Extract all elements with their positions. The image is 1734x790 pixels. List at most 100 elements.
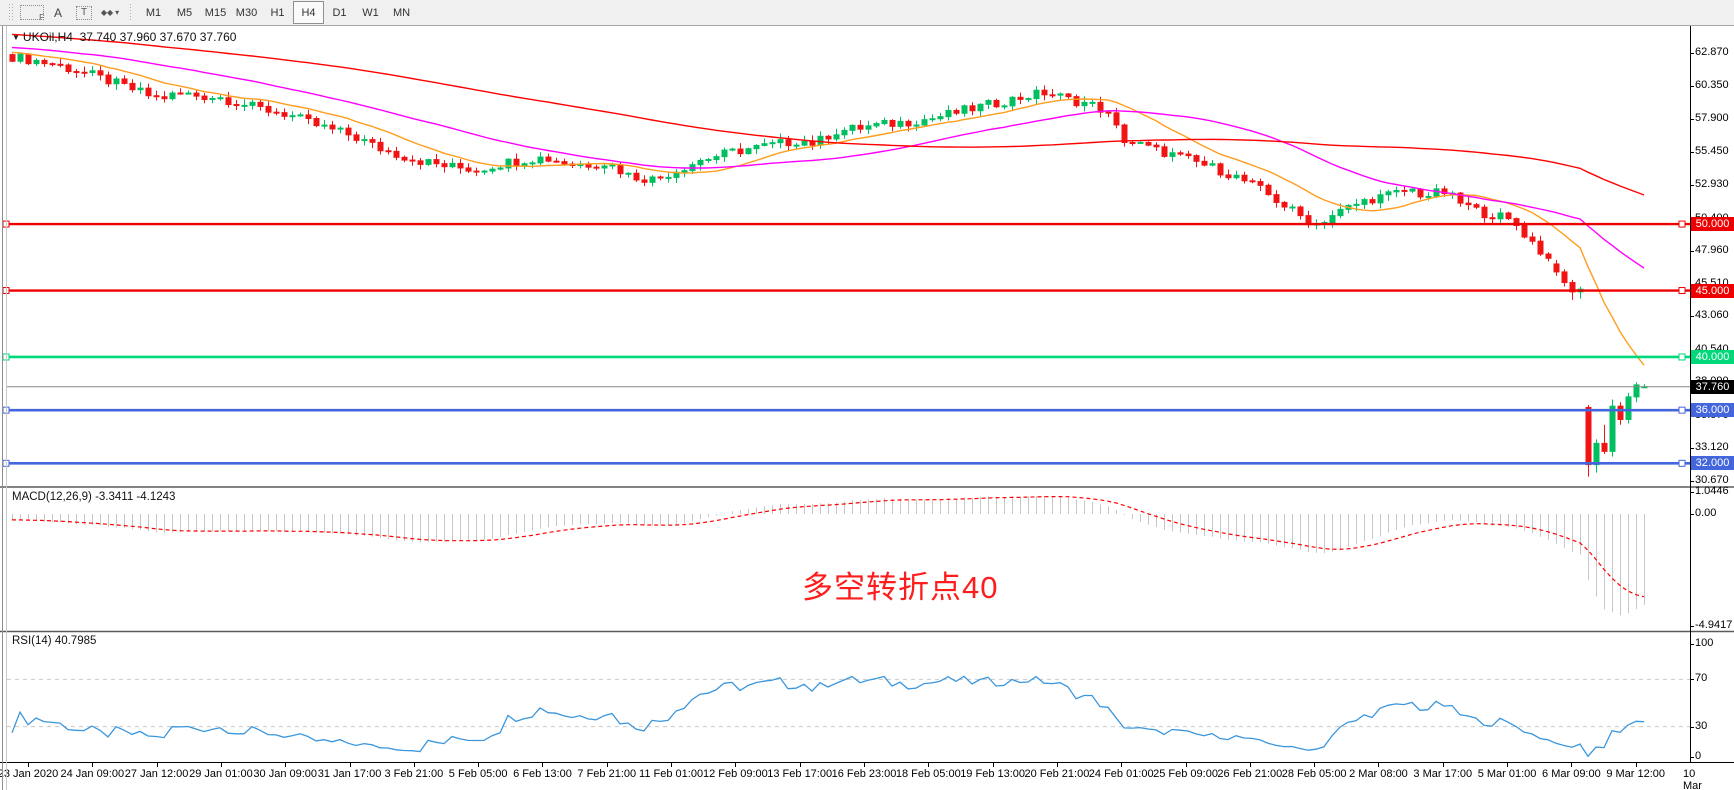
time-axis-label: 25 Feb 09:00 [1153,768,1218,780]
rsi-line [11,675,1645,758]
time-axis-label: 5 Feb 05:00 [448,768,508,780]
ohlc-values: 37.740 37.960 37.670 37.760 [79,30,237,44]
price-axis-label: 62.870 [1695,46,1729,58]
time-axis-tick [671,763,673,767]
time-axis-label: 3 Mar 17:00 [1413,768,1473,780]
time-axis-tick [156,763,158,767]
macd-axis-label: 1.0446 [1695,485,1729,497]
rsi-axis-label: 30 [1695,719,1708,732]
time-axis-tick [864,763,865,767]
price-badge-45.000: 45.000 [1691,283,1734,298]
timeframe-buttons-group: M1 M5 M15 M30 H1 H4 D1 W1 MN [138,1,417,24]
time-axis-label: 28 Feb 05:00 [1281,768,1347,780]
time-axis-tick [285,763,287,767]
price-axis-label: 43.060 [1695,309,1729,322]
label-tool[interactable]: T [72,3,96,23]
timeframe-button-d1[interactable]: D1 [332,6,347,19]
price-axis-label: 33.120 [1695,441,1729,454]
ma-slow [11,33,1645,196]
price-axis-tick [1690,53,1694,54]
rsi-axis-tick [1690,757,1694,758]
price-axis-label: 57.900 [1695,112,1729,125]
price-axis-label: 52.930 [1695,178,1729,191]
h-line-handle[interactable] [1678,459,1686,467]
time-axis-label: 31 Jan 17:00 [317,768,382,780]
macd-indicator-label: MACD(12,26,9) -3.3411 -4.1243 [12,491,176,503]
timeframe-button-m15[interactable]: M15 [204,6,227,19]
time-axis-tick [349,763,351,767]
ma-fast [11,51,1645,366]
time-axis-tick [1121,763,1123,767]
rsi-axis-label: 70 [1695,672,1708,685]
time-axis-tick [1635,763,1637,767]
effects-frame-tool[interactable]: F [20,3,44,23]
collapse-arrow-icon[interactable]: ▼ [12,33,20,42]
price-axis-label: 60.350 [1695,79,1729,92]
time-axis-label: 12 Feb 09:00 [702,768,768,780]
rsi-axis-tick [1690,726,1694,728]
rsi-indicator-label: RSI(14) 40.7985 [12,635,97,647]
time-axis-label: 16 Feb 23:00 [831,768,897,780]
toolbar-drag-grip[interactable] [8,3,15,22]
time-axis-tick [1314,763,1316,767]
time-axis-tick [1249,763,1251,767]
macd-axis-label: -4.9417 [1695,619,1733,631]
time-axis-tick [928,763,930,767]
price-badge-50.000: 50.000 [1691,217,1734,232]
time-axis-tick [1185,763,1187,767]
price-axis-tick [1690,86,1694,88]
time-axis-label: 26 Feb 21:00 [1217,768,1283,780]
time-axis-tick [92,763,94,767]
time-axis-label: 18 Feb 05:00 [895,768,961,780]
timeframe-button-h1[interactable]: H1 [270,6,285,19]
price-axis-tick [1690,119,1694,121]
timeframe-button-m5[interactable]: M5 [176,6,193,19]
timeframe-button-h4[interactable]: H4 [293,1,324,24]
time-axis-label: 6 Feb 13:00 [513,768,572,780]
chart-title: ▼ UKOil,H4 37.740 37.960 37.670 37.760 [12,30,236,44]
time-axis-tick [28,763,29,767]
timeframe-button-m30[interactable]: M30 [235,6,258,19]
time-axis-label: 6 Mar 09:00 [1542,768,1601,780]
price-badge-37.760: 37.760 [1691,379,1734,394]
time-axis-label: 11 Feb 01:00 [639,768,704,780]
time-axis-label: 19 Feb 13:00 [960,768,1026,780]
window-left-border-inner [6,25,7,790]
time-axis-label: 7 Feb 21:00 [577,768,637,780]
price-axis-tick [1690,151,1694,153]
macd-axis-tick [1690,514,1694,515]
price-badge-40.000: 40.000 [1691,349,1734,364]
shapes-tool[interactable]: ◆◆ ▾ [100,8,120,17]
time-axis-tick [799,763,801,767]
time-axis-tick [735,763,737,767]
h-line-handle[interactable] [1678,406,1686,414]
time-axis-label: 24 Feb 01:00 [1088,768,1154,780]
ma-mid [11,46,1645,269]
price-axis-tick [1690,316,1694,318]
toolbar: F A T ◆◆ ▾ M1 M5 M15 M30 H1 H4 D1 W1 MN [0,0,1734,26]
timeframe-button-mn[interactable]: MN [392,6,411,19]
time-axis-label: 23 Jan 2020 [0,768,59,780]
time-axis-label: 27 Jan 12:00 [124,768,189,780]
price-axis-label: 47.960 [1695,244,1729,257]
time-axis-tick [1378,763,1380,767]
timeframe-button-m1[interactable]: M1 [145,6,162,19]
h-line-handle[interactable] [1678,287,1686,295]
window-left-border [2,25,3,790]
text-annotation-object[interactable]: 多空转折点40 [802,570,999,605]
price-axis-tick [1690,448,1694,450]
rsi-pane [7,675,1690,758]
price-badge-36.000: 36.000 [1691,403,1734,418]
time-axis-tick [542,763,544,767]
time-axis-tick [478,763,480,767]
h-line-handle[interactable] [1678,353,1686,361]
time-axis-label: 2 Mar 08:00 [1349,768,1408,780]
time-axis-label: 9 Mar 12:00 [1606,768,1666,780]
text-tool[interactable]: A [53,5,62,20]
timeframe-button-w1[interactable]: W1 [362,6,379,19]
object-tools-group: F A T ◆◆ ▾ [19,3,123,23]
rsi-axis-tick [1690,679,1694,681]
h-line-handle[interactable] [1678,220,1686,228]
time-axis-label: 13 Feb 17:00 [767,768,833,780]
